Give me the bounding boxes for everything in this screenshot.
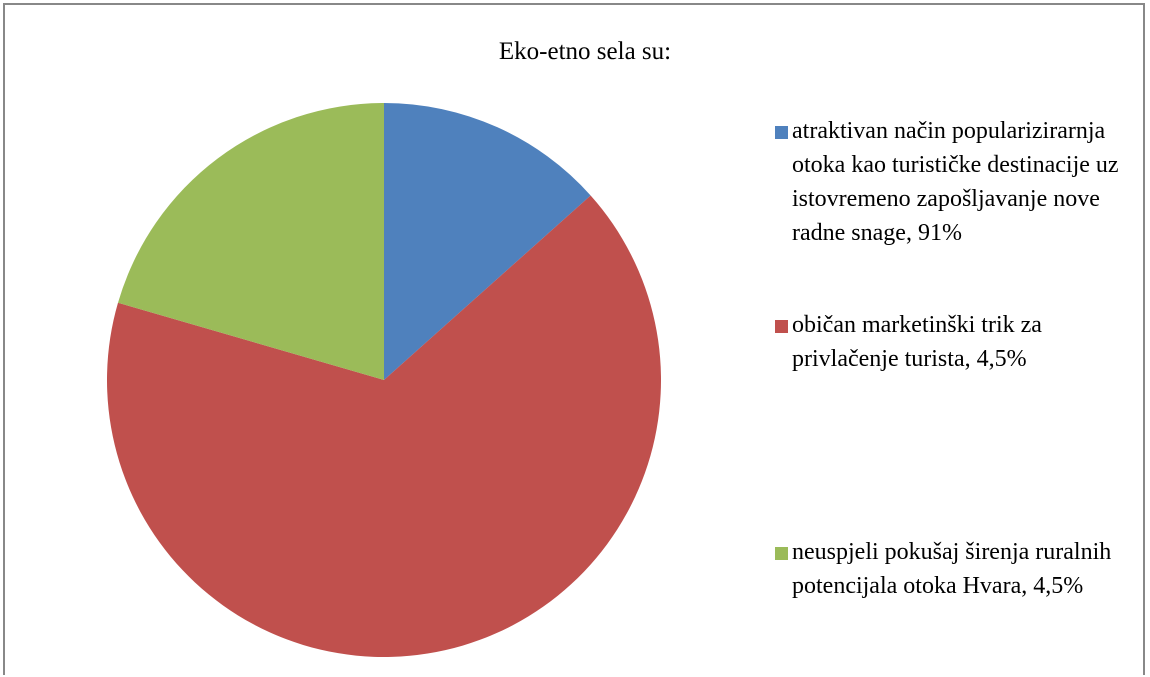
- pie-slice: [106, 195, 662, 658]
- chart-title: Eko-etno sela su:: [498, 38, 672, 65]
- pie-slice: [117, 103, 384, 380]
- legend-swatch: [775, 547, 788, 560]
- legend-label: neuspjeli pokušaj širenja ruralnih poten…: [792, 539, 1112, 599]
- legend-swatch: [775, 126, 788, 139]
- pie-slice: [384, 103, 591, 380]
- legend-label: atraktivan način popularizirarnja otoka …: [792, 118, 1119, 246]
- chart-frame: [3, 3, 1145, 675]
- legend-label: običan marketinški trik za privlačenje t…: [792, 312, 1042, 372]
- legend-swatch: [775, 320, 788, 333]
